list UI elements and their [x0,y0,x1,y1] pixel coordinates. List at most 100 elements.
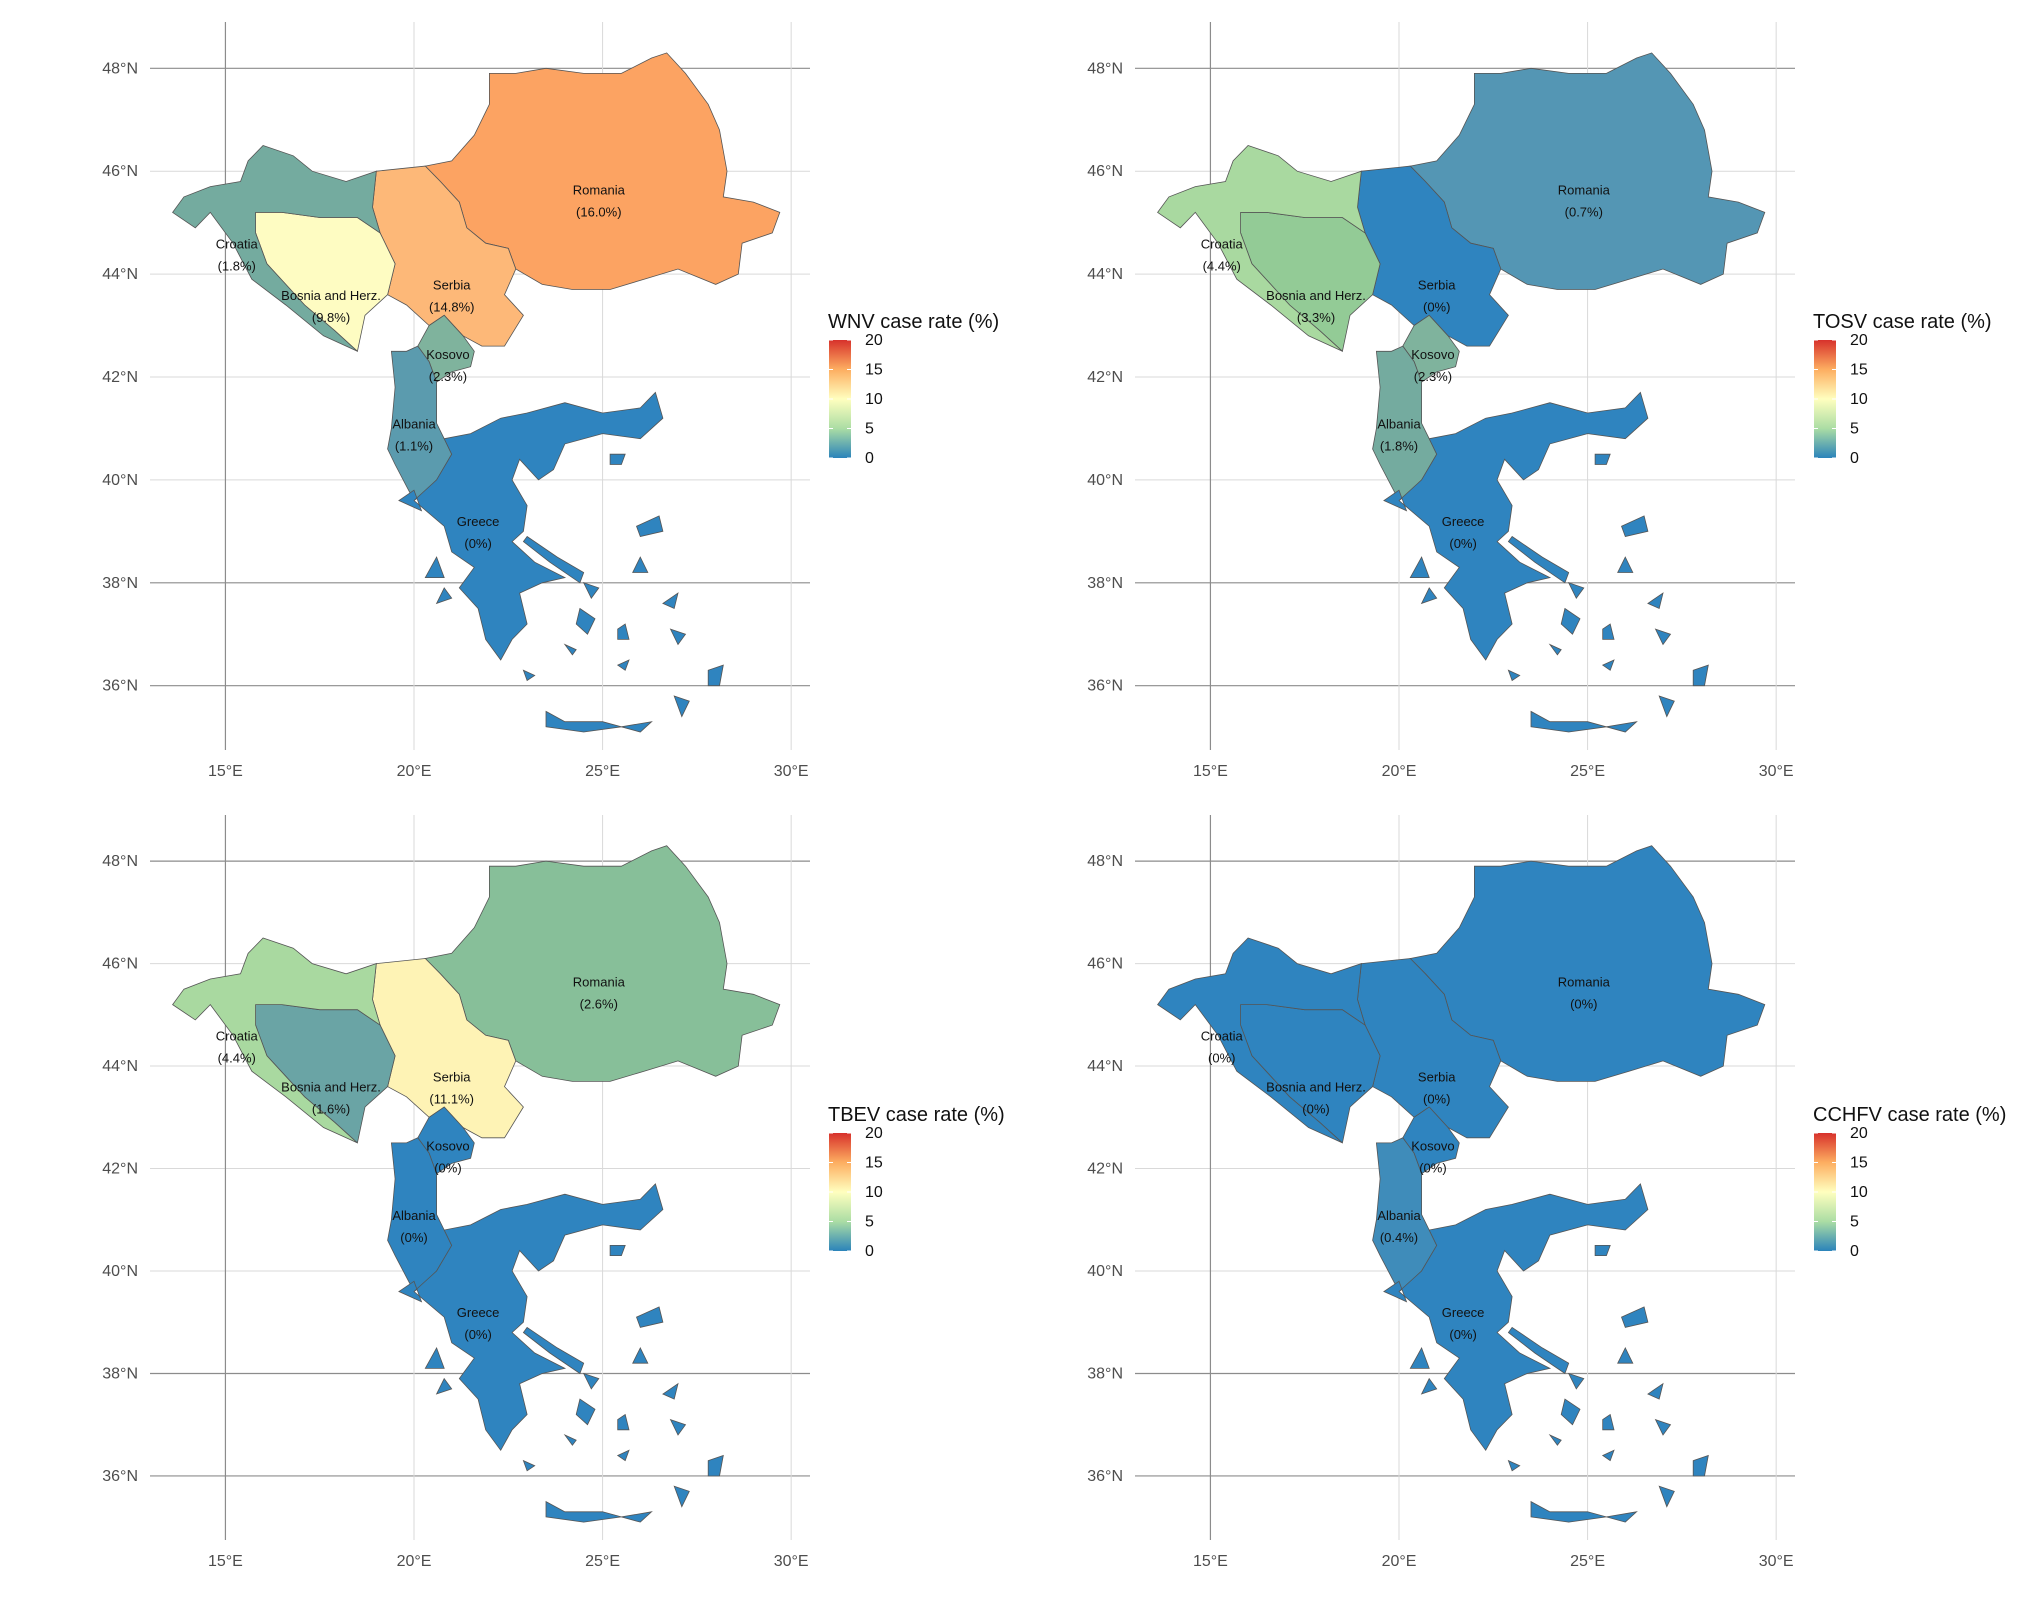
country-value-label: (4.4%) [218,1050,256,1065]
country-labels: Romania (0.7%) Serbia (0%) Bosnia and Herz. (… [1201,182,1611,551]
legend-tick-label: 10 [1850,391,1868,408]
country-value-label: (0%) [1208,1050,1235,1065]
country-labels: Romania (2.6%) Serbia (11.1%) Bosnia and Her… [216,975,626,1342]
countries [172,52,781,733]
country-value-label: (0%) [1449,1327,1476,1342]
country-name-label: Greece [1442,1305,1485,1320]
legend: TOSV case rate (%)20 15 10 5 0 [1813,311,1992,467]
lon-tick-label: 30°E [1759,763,1794,780]
legend-colorbar [829,1133,851,1251]
lat-tick-label: 40°N [102,472,138,489]
legend-title: WNV case rate (%) [828,311,999,333]
country-value-label: (0%) [1302,1102,1329,1117]
country-value-label: (0.7%) [1565,204,1603,219]
legend-tick-label: 10 [865,1184,883,1201]
lon-tick-label: 25°E [1570,763,1605,780]
lon-tick-label: 15°E [1193,1553,1228,1570]
legend-tick-label: 5 [865,421,874,438]
country-name-label: Romania [573,975,626,990]
country-name-label: Greece [1442,514,1485,529]
lat-tick-label: 46°N [1087,956,1123,973]
legend-tick-label: 0 [1850,450,1859,467]
country-name-label: Greece [457,514,500,529]
legend-title: CCHFV case rate (%) [1813,1104,2006,1126]
lat-tick-label: 38°N [102,575,138,592]
country-name-label: Croatia [216,1028,259,1043]
country-value-label: (3.3%) [1297,310,1335,325]
legend-tick-label: 15 [1850,362,1868,379]
lat-tick-label: 40°N [1087,472,1123,489]
country-name-label: Albania [392,416,436,431]
country-value-label: (1.8%) [1380,438,1418,453]
legend-tick-label: 5 [1850,421,1859,438]
lon-tick-label: 20°E [397,763,432,780]
country-value-label: (2.6%) [580,997,618,1012]
country-name-label: Bosnia and Herz. [281,1080,381,1095]
country-value-label: (0%) [464,1327,491,1342]
country-name-label: Albania [1377,416,1421,431]
country-name-label: Serbia [433,1069,471,1084]
country-name-label: Bosnia and Herz. [1266,1080,1366,1095]
country-value-label: (1.1%) [395,438,433,453]
lat-tick-label: 48°N [102,60,138,77]
country-labels: Romania (16.0%) Serbia (14.8%) Bosnia and He… [216,182,626,551]
countries [1157,845,1766,1523]
lat-tick-label: 38°N [102,1365,138,1382]
country-croatia [172,145,381,352]
lat-tick-label: 48°N [1087,60,1123,77]
country-croatia [1157,145,1366,352]
country-labels: Romania (0%) Serbia (0%) Bosnia and Herz. (0%… [1201,975,1611,1342]
country-name-label: Serbia [1418,1069,1456,1084]
lat-tick-label: 38°N [1087,1365,1123,1382]
lon-tick-label: 20°E [1382,763,1417,780]
country-value-label: (1.6%) [312,1102,350,1117]
legend-title: TOSV case rate (%) [1813,311,1992,333]
country-value-label: (0%) [1423,300,1450,315]
lat-tick-label: 42°N [1087,369,1123,386]
lon-tick-label: 20°E [1382,1553,1417,1570]
lat-tick-label: 44°N [1087,266,1123,283]
map-panel-1: 48°N 46°N 44°N 42°N 40°N 38°N 36°N 15°E 20°E 25°E… [102,22,999,780]
legend-tick-label: 0 [1850,1243,1859,1260]
legend: TBEV case rate (%)20 15 10 5 0 [828,1104,1005,1260]
lat-tick-label: 48°N [102,853,138,870]
lat-tick-label: 42°N [1087,1161,1123,1178]
country-value-label: (0%) [400,1230,427,1245]
lon-tick-label: 25°E [1570,1553,1605,1570]
country-croatia [1157,937,1366,1144]
country-name-label: Bosnia and Herz. [281,288,381,303]
legend-tick-label: 5 [1850,1214,1859,1231]
country-value-label: (0%) [1419,1161,1446,1176]
map-panel-2: 48°N 46°N 44°N 42°N 40°N 38°N 36°N 15°E 20°E 25°E… [1087,22,1992,780]
country-value-label: (9.8%) [312,310,350,325]
country-name-label: Greece [457,1305,500,1320]
lat-tick-label: 48°N [1087,853,1123,870]
countries [172,845,781,1523]
country-value-label: (0%) [1449,536,1476,551]
legend-colorbar [829,340,851,458]
legend-tick-label: 20 [1850,332,1868,349]
legend: WNV case rate (%)20 15 10 5 0 [828,311,999,467]
country-greece [398,391,724,733]
country-name-label: Kosovo [1411,1139,1454,1154]
country-value-label: (0%) [434,1161,461,1176]
country-greece [1383,391,1709,733]
legend-tick-label: 10 [1850,1184,1868,1201]
lon-tick-label: 30°E [1759,1553,1794,1570]
map-panel-3: 48°N 46°N 44°N 42°N 40°N 38°N 36°N 15°E 20°E 25°E… [102,815,1005,1570]
lat-tick-label: 40°N [102,1263,138,1280]
country-greece [1383,1183,1709,1523]
lat-tick-label: 36°N [102,678,138,695]
legend-tick-label: 15 [865,362,883,379]
lat-tick-label: 44°N [102,1058,138,1075]
country-value-label: (0%) [464,536,491,551]
legend-tick-label: 5 [865,1214,874,1231]
legend-colorbar [1814,340,1836,458]
legend-title: TBEV case rate (%) [828,1104,1005,1126]
legend-tick-label: 0 [865,1243,874,1260]
country-name-label: Romania [573,182,626,197]
legend-tick-label: 10 [865,391,883,408]
legend-tick-label: 15 [1850,1155,1868,1172]
legend-tick-label: 20 [1850,1125,1868,1142]
